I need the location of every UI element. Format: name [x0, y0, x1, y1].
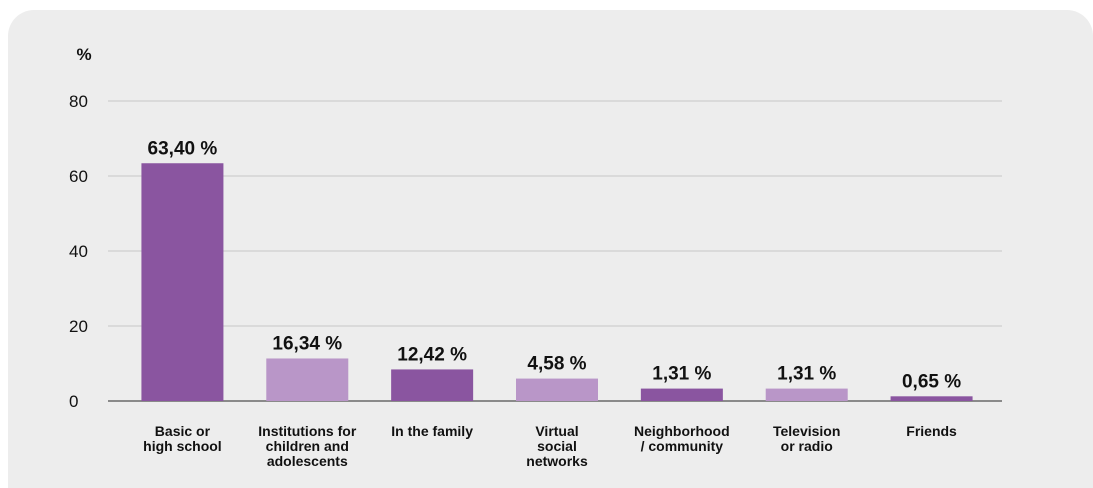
bar — [890, 396, 973, 401]
category-label-line: adolescents — [267, 453, 348, 469]
y-axis-unit: % — [76, 45, 91, 64]
category-label-line: Neighborhood — [634, 423, 730, 439]
y-tick-label: 20 — [69, 317, 88, 336]
category-label: In the family — [391, 423, 473, 439]
category-label: Friends — [906, 423, 957, 439]
category-label-line: social — [537, 438, 577, 454]
bar — [516, 378, 598, 401]
bar — [391, 369, 474, 401]
bar — [765, 388, 848, 401]
category-label: Basic or high school — [143, 423, 222, 454]
category-label-line: Friends — [906, 423, 957, 439]
bar — [141, 163, 224, 401]
category-label-line: Television — [773, 423, 840, 439]
data-label: 0,65 % — [902, 371, 961, 392]
data-label: 12,42 % — [397, 344, 467, 365]
category-label: Institutions for children and adolescents — [258, 423, 357, 469]
y-tick-label: 60 — [69, 167, 88, 186]
bar — [266, 358, 349, 401]
bar — [640, 388, 723, 401]
category-label-line: high school — [143, 438, 222, 454]
data-label: 4,58 % — [527, 354, 586, 375]
category-label: Television or radio — [773, 423, 840, 454]
category-label-line: or radio — [781, 438, 833, 454]
data-label: 16,34 % — [272, 333, 342, 354]
category-label: Virtual social networks — [526, 423, 588, 469]
data-label: 63,40 % — [148, 138, 218, 159]
category-label-line: networks — [526, 453, 588, 469]
y-tick-label: 0 — [69, 392, 78, 411]
category-label-line: Basic or — [155, 423, 211, 439]
y-tick-label: 40 — [69, 242, 88, 261]
category-label-line: Virtual — [535, 423, 578, 439]
category-label-line: Institutions for — [258, 423, 357, 439]
category-label-line: children and — [266, 438, 349, 454]
data-label: 1,31 % — [777, 364, 836, 385]
data-label: 1,31 % — [652, 364, 711, 385]
category-label-line: / community — [641, 438, 724, 454]
category-label: Neighborhood / community — [634, 423, 730, 454]
y-tick-label: 80 — [69, 92, 88, 111]
category-label-line: In the family — [391, 423, 473, 439]
